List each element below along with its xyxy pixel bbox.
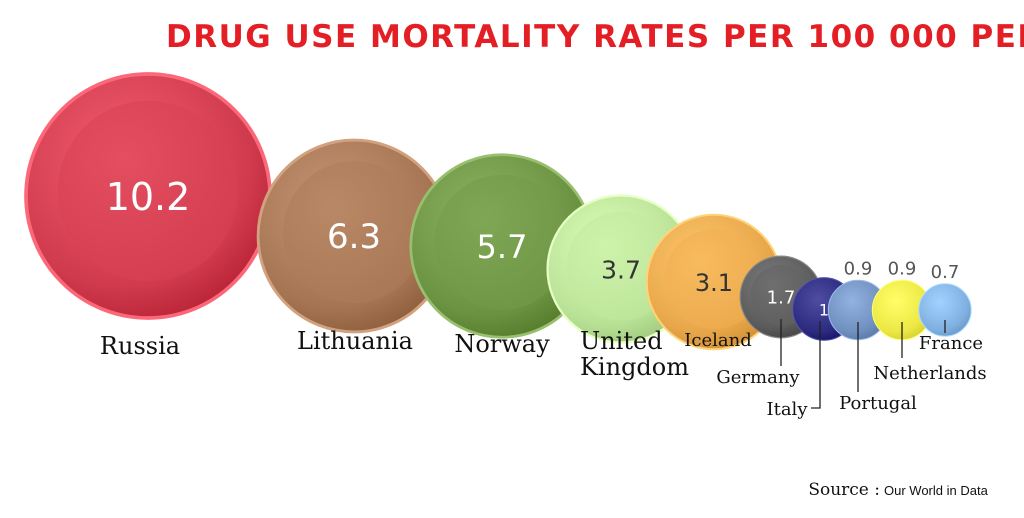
value-label-france: 0.7	[931, 262, 960, 283]
source-label: Source :	[808, 480, 880, 500]
category-label-portugal: Portugal	[839, 393, 917, 414]
category-label-norway: Norway	[454, 330, 550, 358]
value-label-germany: 1.7	[767, 288, 796, 309]
value-label-italy: 1	[819, 301, 829, 320]
value-label-portugal: 0.9	[844, 258, 873, 279]
value-label-netherlands: 0.9	[888, 258, 917, 279]
value-label-russia: 10.2	[106, 175, 191, 219]
bubble-inner-lithuania	[283, 161, 425, 304]
category-label-netherlands: Netherlands	[873, 363, 986, 384]
category-label-lithuania: Lithuania	[297, 327, 413, 355]
bubble-group: 10.2 Russia 6.3 Lithuania 5.7 Norway 3.7 United…	[24, 72, 987, 420]
leader-line-italy	[811, 321, 821, 409]
source-line: Source : Our World in Data	[808, 480, 988, 500]
bubble-inner-iceland	[664, 229, 764, 330]
category-label-italy: Italy	[766, 399, 808, 420]
category-label-russia: Russia	[100, 332, 180, 360]
category-label-iceland: Iceland	[684, 330, 751, 351]
category-label-united-kingdom: United Kingdom	[580, 327, 689, 381]
value-label-united-kingdom: 3.7	[601, 256, 641, 285]
value-label-lithuania: 6.3	[327, 217, 381, 257]
value-label-iceland: 3.1	[695, 269, 733, 297]
chart-title: DRUG USE MORTALITY RATES PER 100 000 PER…	[166, 19, 1024, 55]
source-name: Our World in Data	[884, 483, 989, 498]
bubble-france	[918, 283, 972, 337]
category-label-germany: Germany	[716, 367, 800, 388]
bubble-inner-norway	[434, 174, 570, 310]
value-label-norway: 5.7	[477, 228, 528, 266]
category-label-france: France	[919, 333, 983, 354]
bubble-inner-russia	[57, 100, 239, 282]
